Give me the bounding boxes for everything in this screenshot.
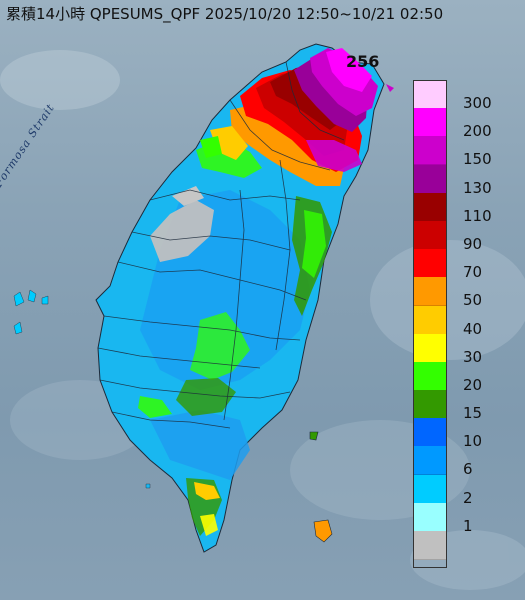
legend-row: 40 xyxy=(413,305,523,338)
legend-swatch xyxy=(413,333,447,363)
legend-swatch xyxy=(413,305,447,335)
legend-row: 150 xyxy=(413,136,523,168)
legend-label: 150 xyxy=(463,150,492,169)
rain-zone-20mm-central xyxy=(190,312,250,380)
rain-zone-150mm-east xyxy=(306,140,362,172)
county-boundaries xyxy=(97,61,345,429)
legend-label: 300 xyxy=(463,94,492,112)
turtle-island xyxy=(386,84,394,92)
legend-swatch xyxy=(413,446,447,476)
legend-swatch xyxy=(413,136,447,166)
legend-row: 300 xyxy=(413,80,523,112)
legend-label: 130 xyxy=(463,178,492,197)
legend-row: 15 xyxy=(413,390,523,422)
legend-row: 1 xyxy=(413,502,523,535)
orchid-island xyxy=(313,519,333,543)
legend-label: 200 xyxy=(463,122,492,141)
legend-label: 2 xyxy=(463,488,473,507)
green-island xyxy=(309,431,319,441)
legend-label: 20 xyxy=(463,375,483,394)
rain-zone-20mm-west xyxy=(138,396,172,418)
legend-row: 70 xyxy=(413,249,523,281)
rainfall-legend: 300 200 150 130 110 90 70 50 40 30 20 15 10 6 2 1 xyxy=(413,80,523,560)
legend-row: 10 xyxy=(413,418,523,450)
legend-label: 70 xyxy=(463,263,483,282)
legend-swatch xyxy=(413,277,447,307)
legend-swatch xyxy=(413,192,447,222)
penghu-islands xyxy=(13,289,49,335)
max-value-label: 256 xyxy=(346,52,380,71)
legend-row: 6 xyxy=(413,446,523,478)
legend-label: 50 xyxy=(463,291,483,310)
legend-row: 130 xyxy=(413,164,523,197)
legend-swatch xyxy=(413,361,447,391)
legend-swatch xyxy=(413,531,447,560)
legend-label: 40 xyxy=(463,319,483,338)
legend-label: 30 xyxy=(463,347,483,366)
legend-row: 2 xyxy=(413,474,523,507)
liuqiu-island xyxy=(145,483,151,489)
legend-swatch xyxy=(413,80,447,109)
rain-zone-40mm-north xyxy=(230,104,344,186)
legend-swatch xyxy=(413,474,447,504)
no-rain-zone-small xyxy=(172,186,204,206)
legend-row: 110 xyxy=(413,192,523,225)
legend-label: 6 xyxy=(463,460,473,479)
legend-swatch xyxy=(413,164,447,194)
legend-label: 1 xyxy=(463,516,473,535)
rain-zone-20mm-east xyxy=(302,210,326,278)
legend-row: 50 xyxy=(413,277,523,309)
rain-zone-20mm-nw xyxy=(200,136,222,158)
legend-swatch xyxy=(413,390,447,420)
legend-swatch xyxy=(413,249,447,279)
legend-label: 90 xyxy=(463,234,483,253)
legend-label: 15 xyxy=(463,404,483,423)
legend-swatch xyxy=(413,220,447,250)
rain-zone-south-yellow-2 xyxy=(200,514,218,536)
legend-swatch xyxy=(413,108,447,138)
legend-row: 20 xyxy=(413,361,523,394)
rain-zone-max-north xyxy=(326,48,372,92)
rain-zone-south-yellow xyxy=(194,482,220,500)
legend-row: 30 xyxy=(413,333,523,366)
legend-row xyxy=(413,531,523,560)
legend-label: 10 xyxy=(463,432,483,451)
no-rain-zone xyxy=(150,200,214,262)
legend-row: 90 xyxy=(413,220,523,253)
legend-swatch xyxy=(413,502,447,532)
map-title: 累積14小時 QPESUMS_QPF 2025/10/20 12:50~10/2… xyxy=(6,5,444,23)
rain-zone-15mm-central xyxy=(176,378,236,416)
legend-swatch xyxy=(413,418,447,448)
legend-label: 110 xyxy=(463,206,492,225)
legend-row: 200 xyxy=(413,108,523,140)
